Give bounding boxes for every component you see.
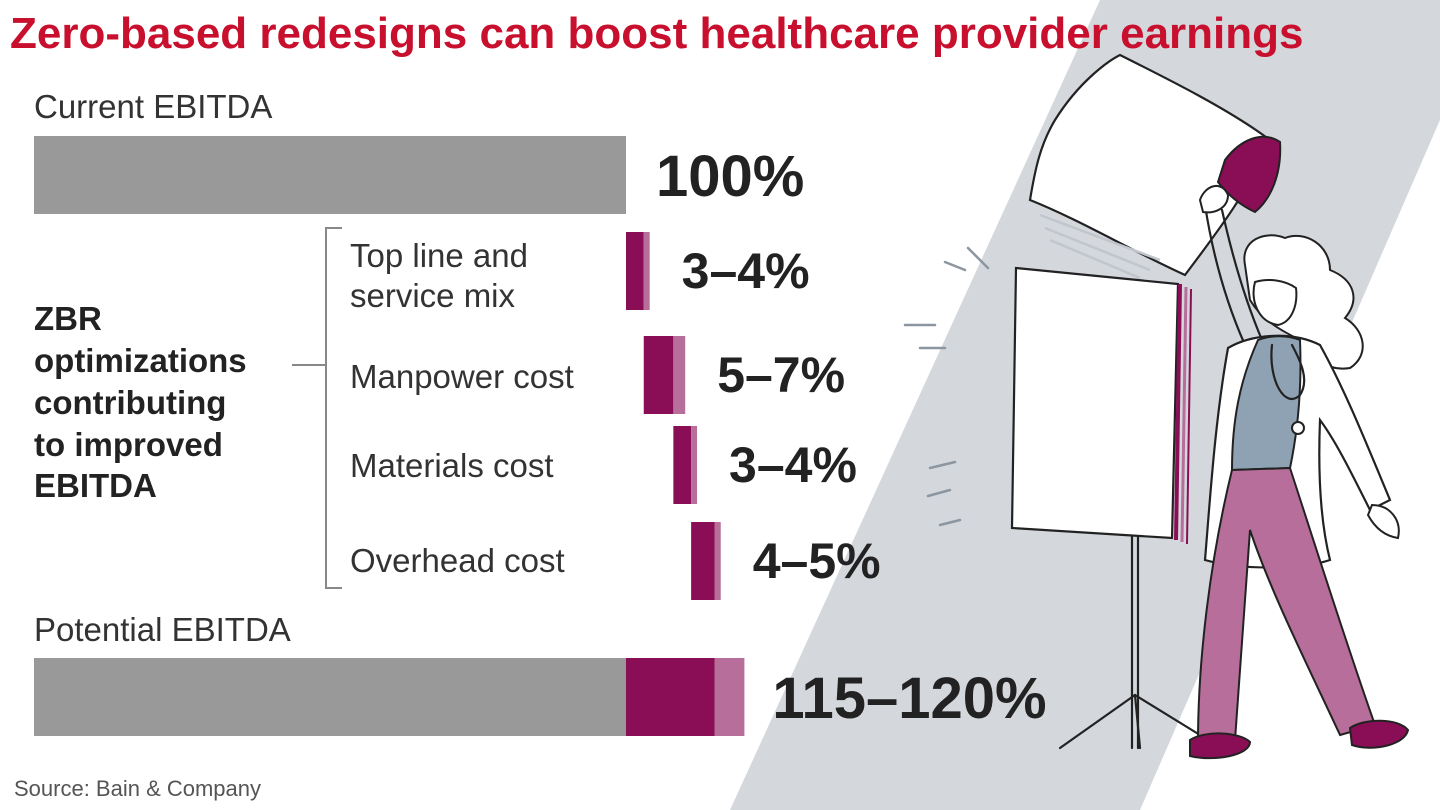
step-value-label: 3–4% bbox=[729, 437, 857, 493]
step-label-overhead: Overhead cost bbox=[350, 542, 565, 579]
step-label-top-line: Top line and service mix bbox=[350, 237, 537, 314]
step-value-label: 3–4% bbox=[682, 243, 810, 299]
group-label-line: to improved bbox=[34, 426, 223, 463]
step-label-materials: Materials cost bbox=[350, 447, 554, 484]
group-label-line: optimizations bbox=[34, 342, 247, 379]
step-label-line: service mix bbox=[350, 277, 516, 314]
step-bar-low bbox=[626, 232, 644, 310]
step-bar-range bbox=[714, 522, 721, 600]
step-bar-range bbox=[691, 426, 698, 504]
step-label-manpower: Manpower cost bbox=[350, 358, 574, 395]
total-label: Potential EBITDA bbox=[34, 611, 291, 648]
step-bar-low bbox=[673, 426, 692, 504]
step-bar-range bbox=[643, 232, 650, 310]
group-bracket bbox=[292, 227, 342, 589]
total-value-label: 115–120% bbox=[772, 666, 1046, 731]
baseline-bar bbox=[34, 136, 626, 214]
total-bar-range bbox=[714, 658, 745, 736]
source-note: Source: Bain & Company bbox=[14, 776, 261, 801]
step-value-label: 4–5% bbox=[753, 533, 881, 589]
step-value-label: 5–7% bbox=[717, 347, 845, 403]
group-label-line: contributing bbox=[34, 384, 226, 421]
baseline-label: Current EBITDA bbox=[34, 88, 272, 125]
bars-layer bbox=[34, 232, 745, 736]
doctor-flipping-chart-illustration bbox=[903, 53, 1410, 760]
baseline-value-label: 100% bbox=[656, 144, 804, 209]
chart-title: Zero-based redesigns can boost healthcar… bbox=[10, 9, 1304, 58]
total-bar-gain bbox=[626, 658, 715, 736]
group-label: ZBR optimizations contributing to improv… bbox=[34, 300, 256, 504]
step-bar-low bbox=[643, 336, 674, 414]
step-bar-range bbox=[673, 336, 686, 414]
group-label-line: EBITDA bbox=[34, 467, 157, 504]
group-label-line: ZBR bbox=[34, 300, 102, 337]
step-bar-low bbox=[691, 522, 715, 600]
step-label-line: Top line and bbox=[350, 237, 528, 274]
total-bar-base bbox=[34, 658, 626, 736]
